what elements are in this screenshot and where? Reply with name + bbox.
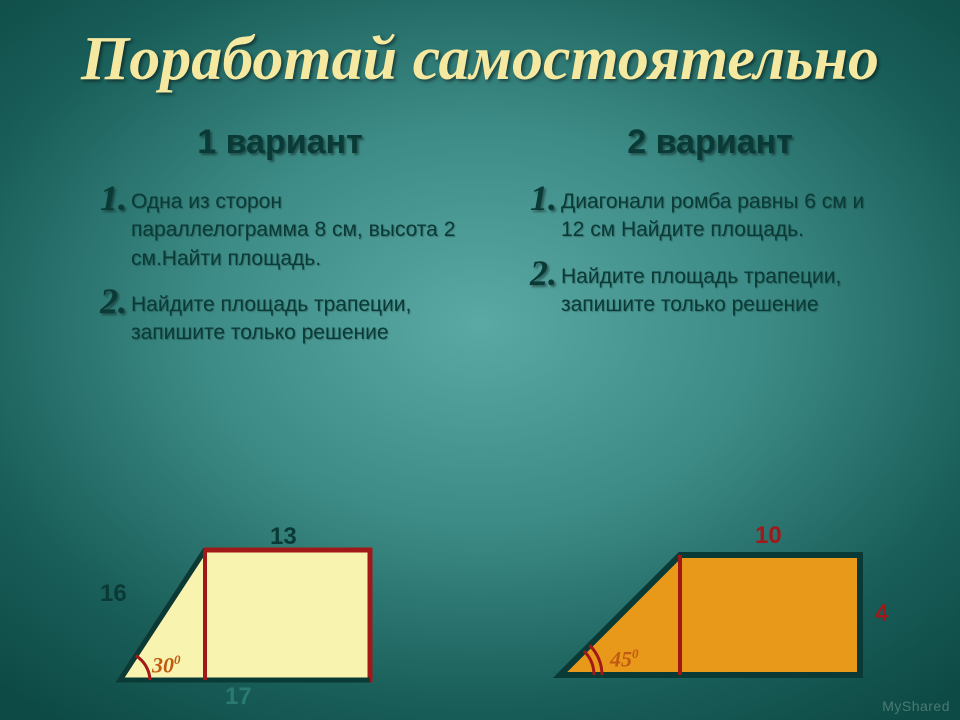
task-number: 1. [530,180,557,216]
angle-45-value: 45 [610,646,632,671]
variant-1-heading: 1 вариант [100,123,460,162]
variant-2-column: 2 вариант 1. Диагонали ромба равны 6 см … [480,123,910,358]
variant-2-task-1: 1. Диагонали ромба равны 6 см и 12 см На… [530,180,890,245]
diagrams-area: 16 13 17 300 10 4 450 [0,480,960,720]
angle-45: 450 [610,646,639,672]
variant-2-heading: 2 вариант [530,123,890,162]
task-number: 1. [100,180,127,216]
task-text: Найдите площадь трапеции, запишите тольк… [561,255,890,320]
task-text: Найдите площадь трапеции, запишите тольк… [131,283,460,348]
variant-1-task-2: 2. Найдите площадь трапеции, запишите то… [100,283,460,348]
trapezoid-2 [560,555,860,675]
slide-title: Поработай самостоятельно [0,0,960,95]
columns: 1 вариант 1. Одна из сторон параллелогра… [0,123,960,358]
task-text: Диагонали ромба равны 6 см и 12 см Найди… [561,180,890,245]
variant-1-task-1: 1. Одна из сторон параллелограмма 8 см, … [100,180,460,273]
task-number: 2. [530,255,557,291]
variant-2-task-2: 2. Найдите площадь трапеции, запишите то… [530,255,890,320]
diagram-2-svg [0,480,960,720]
task-number: 2. [100,283,127,319]
variant-1-column: 1 вариант 1. Одна из сторон параллелогра… [50,123,480,358]
dim-10: 10 [755,522,782,550]
task-text: Одна из сторон параллелограмма 8 см, выс… [131,180,460,273]
watermark: MyShared [882,698,950,714]
dim-4: 4 [875,600,888,628]
